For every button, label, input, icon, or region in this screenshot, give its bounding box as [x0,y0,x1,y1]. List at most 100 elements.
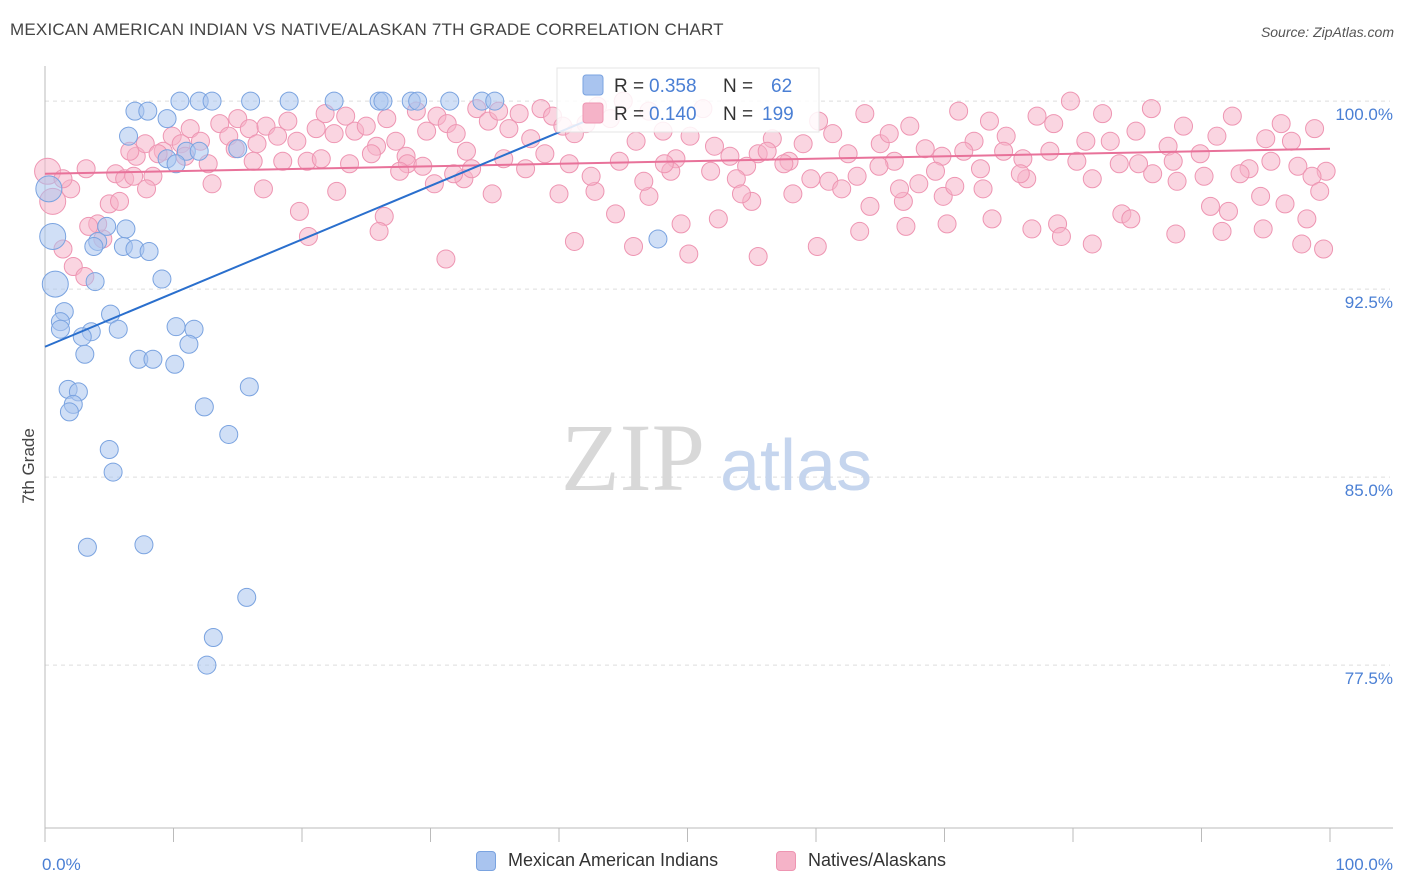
data-point [609,151,629,171]
data-point [1100,131,1120,151]
data-point [869,156,889,176]
data-point [482,184,502,204]
data-point [535,144,555,164]
data-point [189,141,209,161]
data-point [219,424,239,444]
data-point [1230,164,1250,184]
data-point [1044,114,1064,134]
data-point [731,184,751,204]
data-point [970,159,990,179]
watermark-zip: ZIP [561,404,705,511]
data-point [679,244,699,264]
data-point [97,216,117,236]
data-point [369,221,389,241]
data-point [757,141,777,161]
data-point [39,222,67,250]
chart-title: MEXICAN AMERICAN INDIAN VS NATIVE/ALASKA… [10,20,724,39]
stats-r-label: R = [614,76,644,97]
data-point [485,91,505,111]
data-point [203,628,223,647]
data-point [157,109,177,129]
data-point [606,204,626,224]
y-tick-label: 100.0% [1335,105,1393,124]
data-point [134,535,154,555]
data-point [137,179,157,199]
data-point [50,319,70,339]
y-tick-label: 92.5% [1345,293,1393,312]
data-point [1275,194,1295,214]
data-point [311,149,331,169]
data-point [138,101,158,121]
data-point [143,349,163,369]
data-point [1288,156,1308,176]
data-point [909,174,929,194]
data-point [1163,151,1183,171]
data-point [626,131,646,151]
data-point [737,156,757,176]
data-point [268,126,288,146]
data-point [324,124,344,144]
data-point [336,106,356,126]
data-point [1126,121,1146,141]
data-point [1067,151,1087,171]
data-point [671,214,691,234]
data-point [152,269,172,289]
data-point [165,354,185,374]
data-point [1143,164,1163,184]
data-point [516,159,536,179]
data-point [41,270,69,298]
data-point [704,136,724,156]
data-point [110,191,130,211]
legend-swatch-pink [776,850,796,871]
data-point [239,377,259,397]
data-point [634,171,654,191]
data-point [440,91,460,111]
data-point [103,462,123,482]
data-point [287,131,307,151]
data-point [1010,164,1030,184]
data-point [982,209,1002,229]
data-point [253,179,273,199]
data-point [1040,141,1060,161]
data-point [1253,219,1273,239]
data-point [1190,144,1210,164]
data-point [654,154,674,174]
data-point [327,181,347,201]
y-axis-label: 7th Grade [19,428,38,504]
series-mexican-american-indians-points [35,91,668,675]
data-point [945,176,965,196]
data-point [1076,131,1096,151]
data-point [890,179,910,199]
data-point [436,249,456,269]
data-point [361,144,381,164]
data-point [807,236,827,256]
data-point [1121,209,1141,229]
data-point [896,216,916,236]
data-point [1207,126,1227,146]
data-point [879,124,899,144]
data-point [278,111,298,131]
stats-n-label: N = [723,104,753,125]
data-point [509,104,529,124]
legend-item-natives-alaskans[interactable]: Natives/Alaskans [776,850,946,871]
data-point [1310,181,1330,201]
data-point [1222,106,1242,126]
data-point [85,272,105,292]
data-point [855,104,875,124]
data-point [1082,234,1102,254]
data-point [84,236,104,256]
legend-label: Natives/Alaskans [808,850,947,870]
data-point [202,174,222,194]
data-point [139,241,159,261]
data-point [954,141,974,161]
data-point [1166,224,1186,244]
data-point [1174,116,1194,136]
stats-legend: R = 0.358 N = 62 R = 0.140 N = 199 [556,67,820,133]
data-point [1297,209,1317,229]
data-point [59,402,79,422]
data-point [180,119,200,139]
legend-item-mexican-american-indians[interactable]: Mexican American Indians [476,850,718,871]
data-point [194,397,214,417]
data-point [1218,201,1238,221]
x-tick-label: 0.0% [42,855,81,874]
